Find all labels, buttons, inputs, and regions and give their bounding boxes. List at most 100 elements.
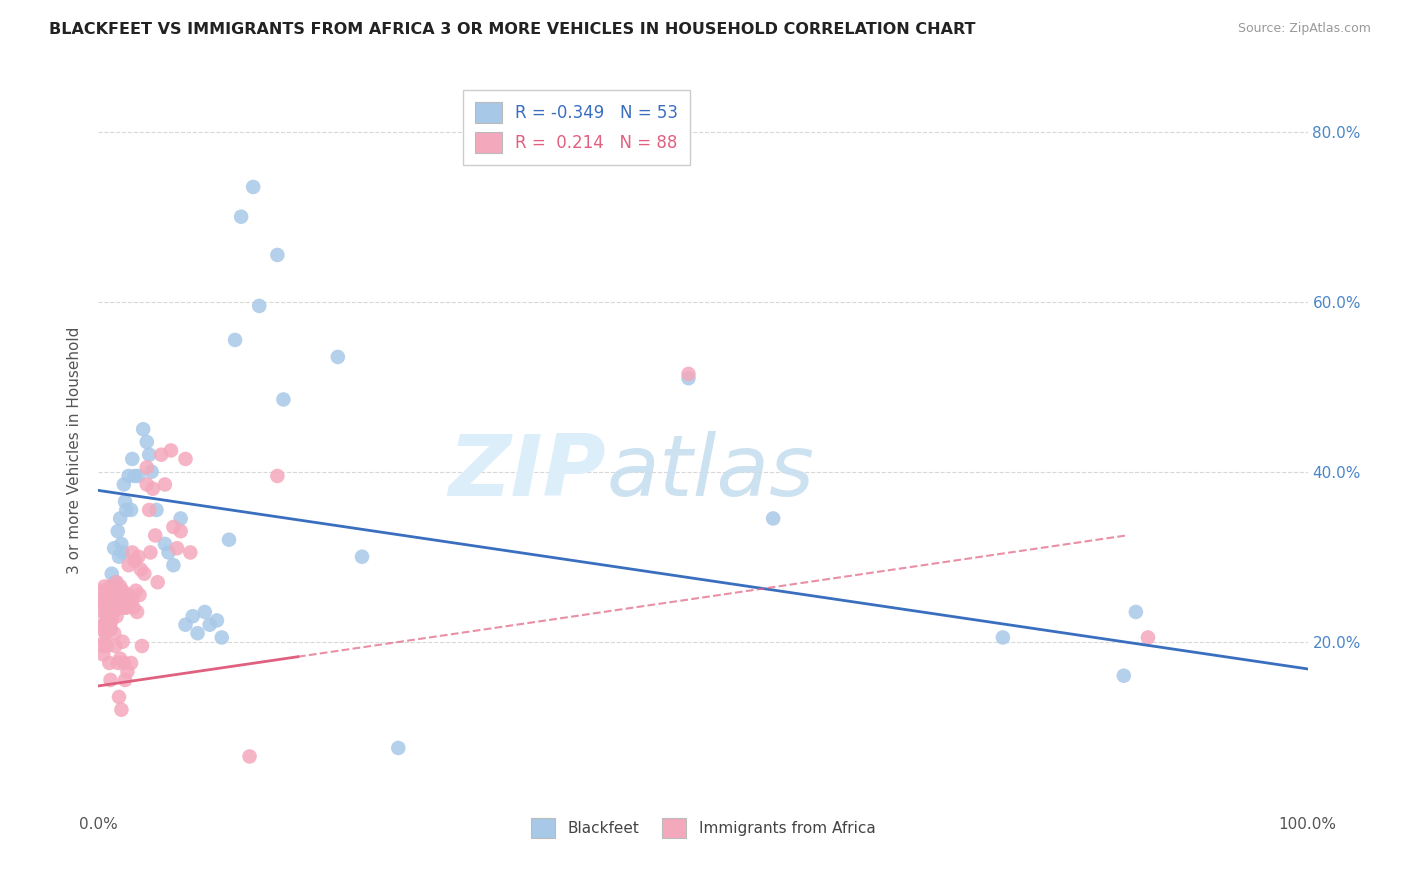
Point — [160, 443, 183, 458]
Point — [326, 350, 349, 364]
Point — [242, 180, 264, 194]
Point — [100, 566, 122, 581]
Point — [114, 494, 136, 508]
Point — [94, 588, 117, 602]
Point — [90, 592, 112, 607]
Point — [117, 665, 139, 679]
Point — [100, 579, 122, 593]
Point — [100, 622, 122, 636]
Point — [105, 609, 128, 624]
Point — [97, 622, 120, 636]
Point — [145, 503, 167, 517]
Point — [273, 392, 295, 407]
Point — [112, 477, 135, 491]
Point — [110, 703, 132, 717]
Point — [120, 656, 142, 670]
Point — [174, 452, 197, 467]
Point — [224, 333, 246, 347]
Point — [96, 639, 118, 653]
Point — [100, 673, 122, 687]
Point — [229, 210, 252, 224]
Point — [991, 631, 1014, 645]
Point — [132, 422, 155, 436]
Point — [96, 614, 118, 628]
Point — [157, 545, 180, 559]
Point — [118, 469, 141, 483]
Point — [166, 541, 188, 556]
Point — [112, 656, 135, 670]
Text: BLACKFEET VS IMMIGRANTS FROM AFRICA 3 OR MORE VEHICLES IN HOUSEHOLD CORRELATION : BLACKFEET VS IMMIGRANTS FROM AFRICA 3 OR… — [49, 22, 976, 37]
Point — [218, 533, 240, 547]
Point — [98, 592, 121, 607]
Point — [98, 609, 121, 624]
Point — [91, 648, 114, 662]
Legend: Blackfeet, Immigrants from Africa: Blackfeet, Immigrants from Africa — [524, 812, 882, 844]
Point — [118, 558, 141, 573]
Text: Source: ZipAtlas.com: Source: ZipAtlas.com — [1237, 22, 1371, 36]
Point — [125, 583, 148, 598]
Point — [114, 673, 136, 687]
Point — [194, 605, 217, 619]
Point — [100, 597, 122, 611]
Point — [98, 600, 121, 615]
Point — [239, 749, 262, 764]
Point — [143, 528, 166, 542]
Point — [105, 575, 128, 590]
Point — [100, 597, 122, 611]
Point — [100, 614, 122, 628]
Point — [91, 617, 114, 632]
Point — [108, 579, 131, 593]
Point — [94, 605, 117, 619]
Point — [104, 575, 127, 590]
Point — [108, 588, 131, 602]
Point — [124, 554, 146, 568]
Point — [98, 656, 121, 670]
Point — [162, 558, 184, 573]
Point — [762, 511, 785, 525]
Point — [103, 626, 125, 640]
Point — [129, 562, 152, 576]
Y-axis label: 3 or more Vehicles in Household: 3 or more Vehicles in Household — [67, 326, 83, 574]
Point — [187, 626, 209, 640]
Point — [266, 469, 288, 483]
Point — [107, 656, 129, 670]
Point — [115, 600, 138, 615]
Point — [118, 588, 141, 602]
Point — [108, 690, 131, 704]
Point — [101, 583, 124, 598]
Point — [124, 469, 146, 483]
Point — [266, 248, 288, 262]
Point — [93, 634, 115, 648]
Point — [110, 592, 132, 607]
Point — [105, 588, 128, 602]
Point — [104, 639, 127, 653]
Point — [1125, 605, 1147, 619]
Point — [93, 597, 115, 611]
Point — [121, 452, 143, 467]
Point — [153, 477, 176, 491]
Point — [91, 639, 114, 653]
Point — [93, 579, 115, 593]
Point — [153, 537, 176, 551]
Point — [181, 609, 204, 624]
Point — [90, 622, 112, 636]
Point — [111, 545, 134, 559]
Point — [111, 583, 134, 598]
Point — [100, 622, 122, 636]
Point — [103, 600, 125, 615]
Point — [114, 588, 136, 602]
Point — [120, 503, 142, 517]
Point — [101, 579, 124, 593]
Point — [138, 503, 160, 517]
Point — [118, 597, 141, 611]
Point — [138, 448, 160, 462]
Point — [97, 600, 120, 615]
Point — [139, 545, 162, 559]
Point — [162, 520, 184, 534]
Point — [387, 741, 409, 756]
Point — [108, 651, 131, 665]
Point — [107, 524, 129, 539]
Point — [141, 465, 163, 479]
Point — [135, 477, 157, 491]
Point — [142, 482, 165, 496]
